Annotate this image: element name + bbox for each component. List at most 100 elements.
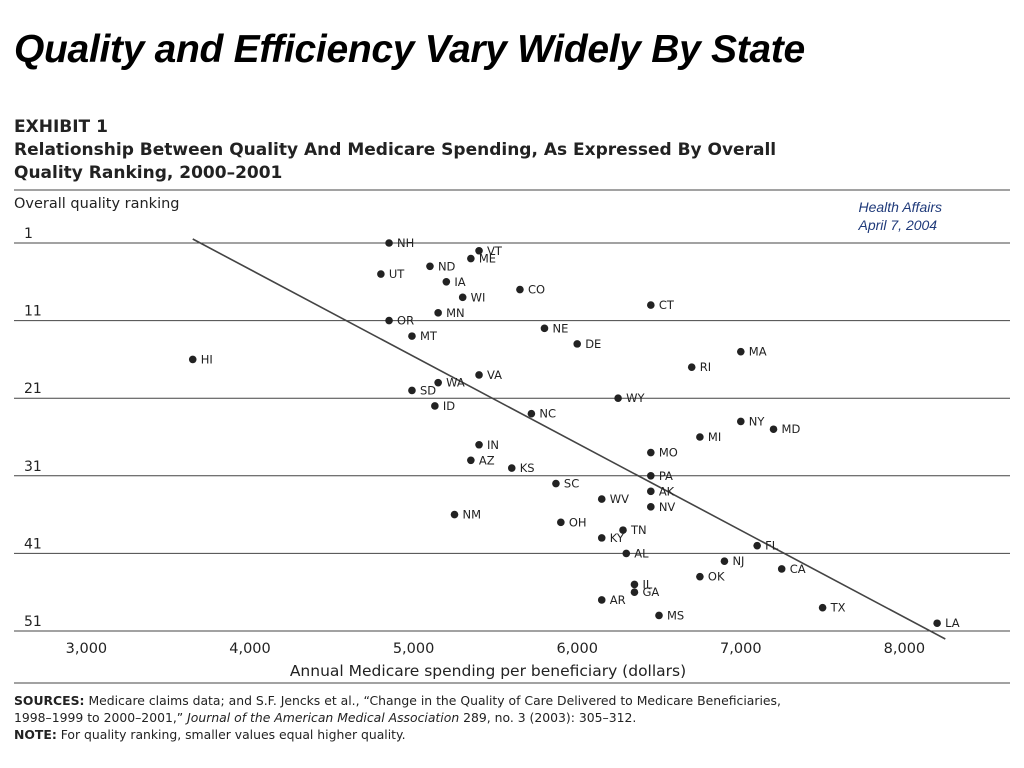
point-ma: MA (737, 345, 767, 359)
slide-title: Quality and Efficiency Vary Widely By St… (14, 28, 805, 71)
point-label-co: CO (528, 283, 545, 297)
point-marker-de (573, 340, 581, 348)
point-label-va: VA (487, 368, 502, 382)
sources-journal: Journal of the American Medical Associat… (187, 710, 460, 725)
point-ak: AK (647, 484, 675, 498)
source-journal: Health Affairs (858, 199, 942, 215)
point-mt: MT (408, 329, 438, 343)
point-marker-oh (557, 518, 565, 527)
point-marker-va (475, 371, 483, 379)
point-nh: NH (385, 236, 414, 250)
point-de: DE (573, 337, 601, 351)
point-label-ny: NY (749, 414, 766, 428)
point-label-nh: NH (397, 236, 414, 250)
sources-text-2: 1998–1999 to 2000–2001,” (14, 710, 188, 725)
point-md: MD (769, 422, 800, 436)
point-marker-nh (385, 239, 393, 247)
point-label-wi: WI (471, 290, 486, 304)
note-label: NOTE: (14, 727, 57, 742)
point-marker-la (933, 619, 941, 628)
x-tick-label-8000: 8,000 (884, 641, 926, 657)
point-label-wv: WV (610, 492, 629, 506)
point-marker-ak (647, 487, 655, 496)
point-marker-ri (687, 363, 696, 371)
point-ms: MS (655, 608, 684, 622)
point-ny: NY (737, 414, 765, 428)
point-me: ME (467, 252, 496, 266)
point-label-az: AZ (479, 453, 495, 467)
point-va: VA (475, 368, 502, 382)
point-oh: OH (557, 515, 587, 529)
y-tick-label-41: 41 (24, 536, 42, 552)
note-text: For quality ranking, smaller values equa… (56, 727, 406, 742)
point-label-nv: NV (659, 500, 676, 514)
notes-block: SOURCES: Medicare claims data; and S.F. … (14, 692, 1004, 743)
point-mn: MN (434, 306, 465, 320)
point-mi: MI (696, 430, 721, 444)
y-tick-label-1: 1 (24, 226, 33, 242)
frame-rules (14, 189, 1010, 684)
x-tick-label-6000: 6,000 (556, 641, 598, 657)
point-marker-or (385, 316, 393, 325)
y-axis-label: Overall quality ranking (14, 196, 180, 212)
sources-note: SOURCES: Medicare claims data; and S.F. … (14, 692, 1004, 709)
point-marker-nc (527, 409, 536, 418)
point-marker-nm (450, 510, 459, 519)
point-az: AZ (467, 453, 495, 467)
point-wv: WV (597, 492, 629, 506)
point-marker-ky (597, 534, 606, 542)
point-label-ms: MS (667, 608, 684, 622)
point-ct: CT (647, 298, 675, 312)
point-marker-ma (737, 347, 745, 356)
point-marker-wi (458, 293, 467, 302)
point-label-pa: PA (659, 469, 673, 483)
point-label-sd: SD (420, 383, 436, 397)
x-tick-labels: 3,000 4,000 5,000 6,000 7,000 8,000 (66, 641, 926, 657)
point-marker-ms (655, 611, 663, 620)
quality-note: NOTE: For quality ranking, smaller value… (14, 726, 1004, 743)
point-marker-mi (696, 433, 704, 441)
point-marker-wa (434, 378, 442, 387)
point-marker-al (622, 549, 631, 558)
point-nc: NC (527, 407, 556, 421)
point-label-ga: GA (642, 585, 659, 599)
point-marker-nj (720, 557, 729, 565)
source-date: April 7, 2004 (858, 217, 938, 233)
point-label-ne: NE (552, 321, 568, 335)
point-marker-ok (696, 572, 704, 581)
point-marker-ut (377, 270, 385, 278)
point-label-tx: TX (830, 601, 846, 615)
point-label-nj: NJ (732, 554, 744, 568)
point-label-fl: FL (765, 539, 779, 553)
point-label-sc: SC (564, 477, 579, 491)
point-marker-me (467, 254, 475, 263)
x-tick-label-3000: 3,000 (66, 641, 108, 657)
point-label-wa: WA (446, 376, 465, 390)
point-label-vt: VT (487, 244, 503, 258)
point-label-me: ME (479, 252, 496, 266)
point-marker-md (769, 425, 778, 434)
point-tn: TN (619, 523, 647, 537)
point-ia: IA (442, 275, 466, 289)
point-label-ma: MA (749, 345, 767, 359)
point-ar: AR (597, 593, 626, 607)
point-ri: RI (687, 360, 711, 374)
y-tick-label-31: 31 (24, 459, 42, 475)
point-label-tn: TN (630, 523, 647, 537)
point-vt: VT (475, 244, 503, 258)
point-marker-ne (540, 324, 549, 333)
y-tick-label-11: 11 (24, 304, 42, 320)
point-label-hi: HI (201, 352, 213, 366)
point-label-ut: UT (389, 267, 405, 281)
y-tick-label-21: 21 (24, 381, 42, 397)
point-wy: WY (614, 391, 645, 405)
point-co: CO (516, 283, 545, 297)
point-label-in: IN (487, 438, 499, 452)
trend-line (192, 238, 946, 640)
point-marker-il (630, 580, 639, 589)
point-in: IN (475, 438, 499, 452)
point-marker-ks (507, 464, 516, 472)
point-nd: ND (426, 259, 456, 273)
x-axis-label: Annual Medicare spending per beneficiary… (290, 662, 686, 680)
